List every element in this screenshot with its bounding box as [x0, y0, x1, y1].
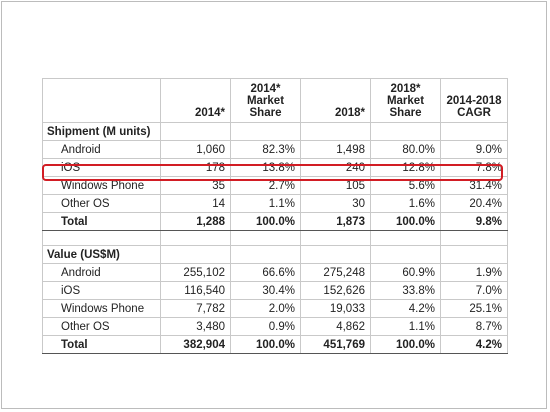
value-section-title: Value (US$M): [42, 245, 161, 264]
header-2014: 2014*: [160, 78, 231, 123]
cell-2014: 14: [160, 194, 231, 213]
shipment-total-row: Total 1,288 100.0% 1,873 100.0% 9.8%: [42, 212, 508, 231]
shipment-section-row: Shipment (M units): [42, 122, 508, 141]
spacer-row: [42, 230, 508, 246]
cell-2018: 30: [300, 194, 371, 213]
row-label: Other OS: [42, 317, 161, 336]
cell-share-2018: 60.9%: [370, 263, 441, 282]
cell-2014: 382,904: [160, 335, 231, 354]
cell-2018: 451,769: [300, 335, 371, 354]
table-row: Android 255,102 66.6% 275,248 60.9% 1.9%: [42, 263, 508, 282]
table-row: Windows Phone 7,782 2.0% 19,033 4.2% 25.…: [42, 299, 508, 318]
value-section-row: Value (US$M): [42, 245, 508, 264]
table-row: Android 1,060 82.3% 1,498 80.0% 9.0%: [42, 140, 508, 159]
cell-cagr: 20.4%: [440, 194, 508, 213]
header-share-2018: 2018* Market Share: [370, 78, 441, 123]
cell-2018: 19,033: [300, 299, 371, 318]
cell-share-2018: 1.1%: [370, 317, 441, 336]
header-row: 2014* 2014* Market Share 2018* 2018* Mar…: [42, 78, 508, 123]
cell-2018: 1,873: [300, 212, 371, 231]
cell-cagr: 8.7%: [440, 317, 508, 336]
cell-share-2014: 1.1%: [230, 194, 301, 213]
table-row: iOS 178 13.8% 240 12.8% 7.8%: [42, 158, 508, 177]
cell-cagr: 9.8%: [440, 212, 508, 231]
cell-2018: 1,498: [300, 140, 371, 159]
cell-share-2018: 80.0%: [370, 140, 441, 159]
cell-2018: 4,862: [300, 317, 371, 336]
cell-share-2014: 0.9%: [230, 317, 301, 336]
cell-cagr: 25.1%: [440, 299, 508, 318]
cell-share-2018: 1.6%: [370, 194, 441, 213]
cell-2014: 3,480: [160, 317, 231, 336]
header-share-2014: 2014* Market Share: [230, 78, 301, 123]
cell-share-2018: 4.2%: [370, 299, 441, 318]
cell-cagr: 1.9%: [440, 263, 508, 282]
cell-2014: 116,540: [160, 281, 231, 300]
cell-2018: 275,248: [300, 263, 371, 282]
header-empty: [42, 78, 161, 123]
windows-phone-highlight-box: [42, 164, 503, 181]
cell-share-2014: 30.4%: [230, 281, 301, 300]
row-label: Android: [42, 140, 161, 159]
header-cagr: 2014-2018 CAGR: [440, 78, 508, 123]
cell-cagr: 9.0%: [440, 140, 508, 159]
market-share-table: 2014* 2014* Market Share 2018* 2018* Mar…: [42, 78, 508, 354]
cell-share-2018: 100.0%: [370, 212, 441, 231]
cell-share-2018: 33.8%: [370, 281, 441, 300]
row-label: Windows Phone: [42, 299, 161, 318]
cell-cagr: 4.2%: [440, 335, 508, 354]
cell-share-2014: 66.6%: [230, 263, 301, 282]
row-label: Android: [42, 263, 161, 282]
cell-share-2014: 2.0%: [230, 299, 301, 318]
row-label: Other OS: [42, 194, 161, 213]
cell-2014: 1,288: [160, 212, 231, 231]
table-row: Other OS 14 1.1% 30 1.6% 20.4%: [42, 194, 508, 213]
cell-2018: 152,626: [300, 281, 371, 300]
row-label: Total: [42, 335, 161, 354]
cell-share-2014: 82.3%: [230, 140, 301, 159]
table-row: Other OS 3,480 0.9% 4,862 1.1% 8.7%: [42, 317, 508, 336]
cell-2014: 7,782: [160, 299, 231, 318]
cell-2014: 1,060: [160, 140, 231, 159]
cell-share-2018: 12.8%: [370, 158, 441, 177]
row-label: iOS: [42, 281, 161, 300]
value-total-row: Total 382,904 100.0% 451,769 100.0% 4.2%: [42, 335, 508, 354]
cell-share-2014: 100.0%: [230, 212, 301, 231]
cell-2014: 255,102: [160, 263, 231, 282]
cell-share-2014: 100.0%: [230, 335, 301, 354]
row-label: Total: [42, 212, 161, 231]
table-row: iOS 116,540 30.4% 152,626 33.8% 7.0%: [42, 281, 508, 300]
header-2018: 2018*: [300, 78, 371, 123]
cell-cagr: 7.0%: [440, 281, 508, 300]
cell-share-2018: 100.0%: [370, 335, 441, 354]
shipment-section-title: Shipment (M units): [42, 122, 161, 141]
